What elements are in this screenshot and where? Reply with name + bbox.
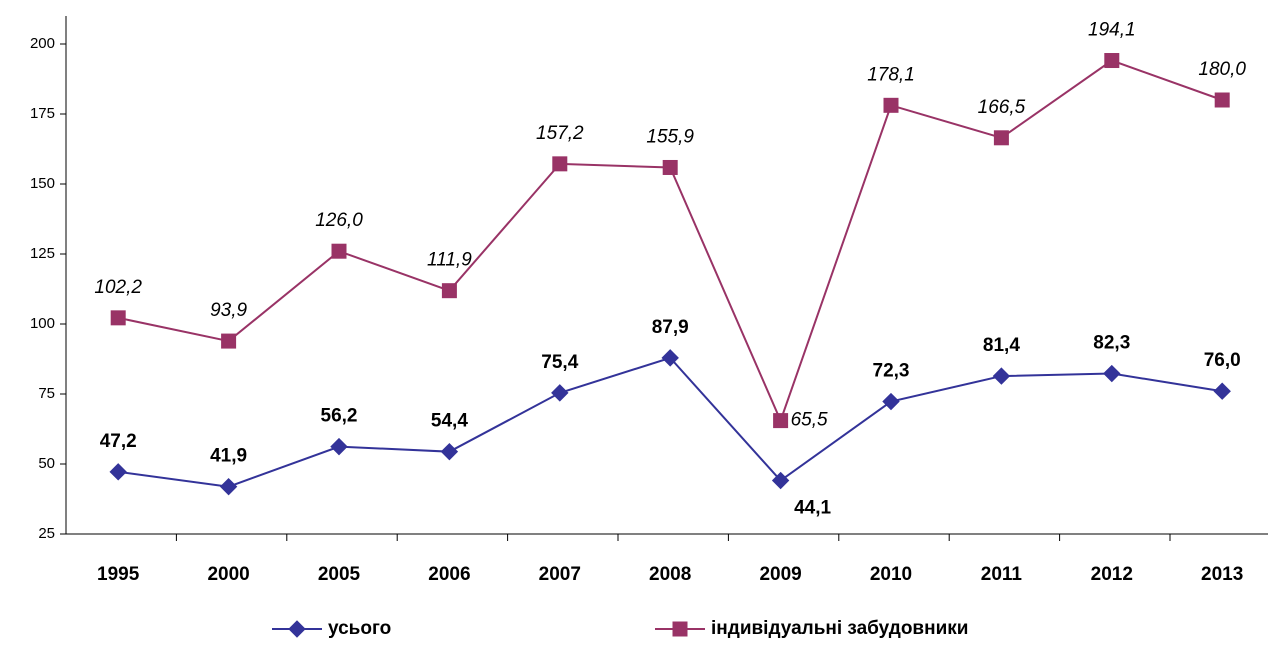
data-label: 87,9 bbox=[652, 317, 689, 338]
y-tick-label: 125 bbox=[30, 245, 55, 262]
data-point bbox=[440, 442, 459, 461]
data-point bbox=[882, 392, 900, 411]
data-point bbox=[993, 130, 1009, 146]
data-label: 178,1 bbox=[867, 64, 915, 85]
data-point bbox=[1214, 92, 1230, 108]
data-label: 76,0 bbox=[1204, 350, 1241, 371]
data-point bbox=[1213, 382, 1231, 400]
data-label: 72,3 bbox=[873, 361, 910, 382]
data-point bbox=[1104, 53, 1120, 69]
data-label: 126,0 bbox=[315, 210, 363, 231]
data-label: 111,9 bbox=[427, 250, 472, 271]
x-tick-label: 1995 bbox=[97, 564, 140, 585]
data-label: 54,4 bbox=[431, 411, 468, 432]
y-tick-label: 100 bbox=[30, 315, 55, 332]
data-point bbox=[109, 463, 127, 481]
data-point bbox=[221, 333, 237, 349]
x-tick-label: 2000 bbox=[207, 564, 249, 585]
data-point bbox=[441, 283, 457, 299]
x-tick-label: 2007 bbox=[539, 564, 581, 585]
data-point bbox=[552, 156, 568, 172]
data-point bbox=[219, 477, 238, 496]
data-label: 56,2 bbox=[321, 406, 358, 427]
y-tick-label: 150 bbox=[30, 175, 55, 192]
data-point bbox=[771, 471, 790, 490]
series-line bbox=[117, 59, 1223, 424]
data-point bbox=[662, 159, 678, 175]
y-tick-label: 25 bbox=[38, 525, 55, 542]
data-point bbox=[110, 310, 126, 326]
x-tick-label: 2013 bbox=[1201, 564, 1243, 585]
data-label: 166,5 bbox=[978, 97, 1026, 118]
data-label: 155,9 bbox=[646, 126, 694, 147]
data-label: 157,2 bbox=[536, 123, 584, 144]
x-tick-label: 2009 bbox=[759, 564, 801, 585]
data-label: 93,9 bbox=[210, 300, 247, 321]
y-tick-label: 75 bbox=[38, 385, 55, 402]
series-line bbox=[118, 356, 1223, 488]
data-point bbox=[883, 97, 899, 113]
data-label: 102,2 bbox=[94, 277, 142, 298]
data-label: 82,3 bbox=[1093, 333, 1130, 354]
data-point bbox=[331, 243, 347, 259]
data-label: 65,5 bbox=[791, 410, 828, 431]
legend-label: індивідуальні забудовники bbox=[711, 618, 968, 639]
y-tick-label: 50 bbox=[38, 455, 55, 472]
data-label: 75,4 bbox=[541, 352, 578, 373]
data-point bbox=[661, 349, 679, 367]
data-point bbox=[330, 437, 348, 456]
x-tick-label: 2011 bbox=[981, 564, 1023, 585]
data-point bbox=[1103, 364, 1121, 383]
data-label: 194,1 bbox=[1088, 20, 1136, 41]
data-point bbox=[773, 413, 789, 429]
data-label: 41,9 bbox=[210, 446, 247, 467]
y-tick-label: 200 bbox=[30, 35, 55, 52]
x-tick-label: 2005 bbox=[318, 564, 361, 585]
data-point bbox=[551, 384, 569, 402]
data-point bbox=[992, 367, 1011, 385]
data-label: 47,2 bbox=[100, 431, 137, 452]
data-label: 44,1 bbox=[794, 498, 831, 519]
x-tick-label: 2012 bbox=[1091, 564, 1133, 585]
legend-marker bbox=[288, 620, 306, 638]
data-label: 81,4 bbox=[983, 335, 1020, 356]
y-tick-label: 175 bbox=[30, 105, 55, 122]
x-tick-label: 2008 bbox=[649, 564, 691, 585]
x-tick-label: 2006 bbox=[428, 564, 470, 585]
data-label: 180,0 bbox=[1198, 59, 1246, 80]
legend-label: усього bbox=[328, 618, 391, 639]
x-tick-label: 2010 bbox=[870, 564, 912, 585]
legend-marker bbox=[672, 621, 688, 637]
